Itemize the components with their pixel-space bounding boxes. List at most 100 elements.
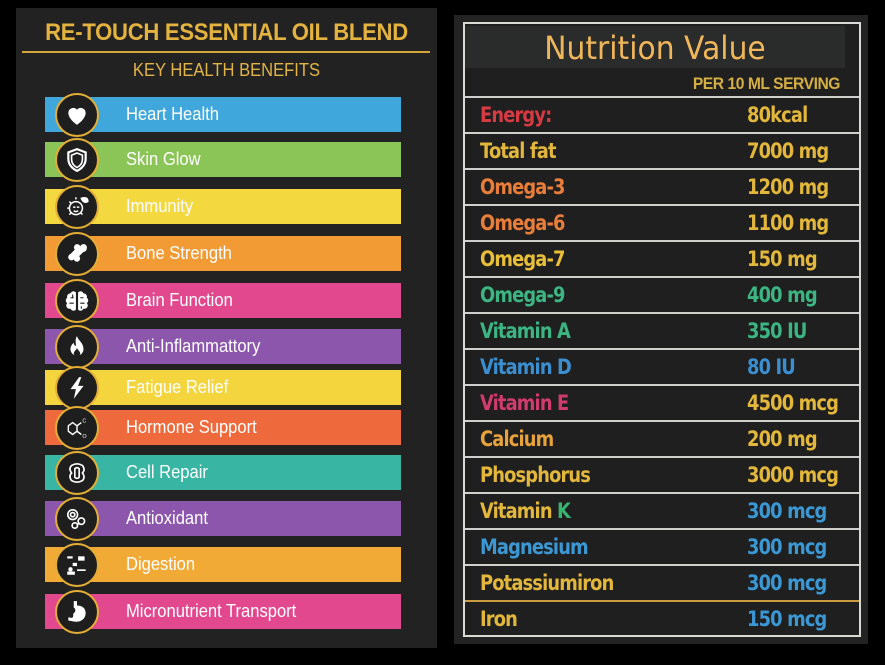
- nutrient-name-suffix: K: [557, 499, 571, 523]
- title-divider: [22, 51, 430, 53]
- nutrient-value: 3000 mcg: [747, 463, 839, 487]
- benefit-item: Digestion: [45, 542, 401, 587]
- benefit-label: Fatigue Relief: [126, 377, 229, 397]
- nutrition-row: Omega-9 400 mg: [465, 276, 859, 312]
- panel-subtitle: KEY HEALTH BENEFITS: [132, 60, 321, 80]
- nutrition-row: Omega-7 150 mg: [465, 240, 859, 276]
- benefit-item: Skin Glow: [45, 137, 401, 182]
- nutrient-value: 300 mcg: [747, 535, 827, 559]
- stomach-icon: [55, 589, 99, 634]
- benefit-label: Antioxidant: [126, 508, 208, 528]
- nutrition-row: Vitamin K 300 mcg: [465, 492, 859, 528]
- nutrient-name-text: Omega-3: [480, 175, 565, 199]
- benefit-bar: [45, 329, 401, 364]
- nutrition-row: Calcium 200 mg: [465, 420, 859, 456]
- nutrition-row: Energy: 80kcal: [465, 96, 859, 132]
- benefit-item: Bone Strength: [45, 231, 401, 276]
- nutrient-value: 150 mg: [747, 247, 818, 271]
- nutrient-name: Omega-3: [480, 170, 565, 204]
- nutrient-name: Vitamin K: [480, 494, 571, 528]
- benefit-item: Anti-Inflammattory: [45, 324, 401, 369]
- benefit-bar: [45, 410, 401, 445]
- nutrient-name-text: Magnesium: [480, 535, 589, 559]
- nutrition-row: Phosphorus 3000 mcg: [465, 456, 859, 492]
- benefit-bar: [45, 501, 401, 536]
- shield-icon: [55, 137, 99, 182]
- benefit-label: Digestion: [126, 554, 196, 574]
- nutrition-row: Magnesium 300 mcg: [465, 528, 859, 564]
- nutrition-title: Nutrition Value: [544, 29, 766, 67]
- nutrient-value: 150 mcg: [747, 607, 827, 631]
- nutrient-name: Vitamin E: [480, 386, 569, 420]
- nutrient-value: 7000 mg: [747, 139, 829, 163]
- serving-size: PER 10 ML SERVING: [692, 74, 841, 93]
- nutrition-table: Nutrition Value PER 10 ML SERVING Energy…: [463, 22, 861, 637]
- nutrient-value: 300 mcg: [747, 571, 827, 595]
- benefit-label: Cell Repair: [126, 462, 208, 482]
- nutrition-row: Omega-3 1200 mg: [465, 168, 859, 204]
- nutrient-name-text: Vitamin E: [480, 391, 569, 415]
- lightning-icon: [55, 365, 99, 410]
- nutrient-value: 200 mg: [747, 427, 818, 451]
- benefit-item: Fatigue Relief: [45, 365, 401, 410]
- benefit-label: Anti-Inflammattory: [126, 336, 261, 356]
- nutrient-value: 1200 mg: [747, 175, 829, 199]
- nutrient-name: Total fat: [480, 134, 557, 168]
- nutrient-name: Magnesium: [480, 530, 589, 564]
- nutrient-name-text: Iron: [480, 607, 518, 631]
- benefit-bar: [45, 594, 401, 629]
- benefit-bar: [45, 236, 401, 271]
- nutrition-row: Vitamin E 4500 mcg: [465, 384, 859, 420]
- nutrient-name-text: Phosphorus: [480, 463, 591, 487]
- benefit-bar: [45, 283, 401, 318]
- benefit-bar: [45, 189, 401, 224]
- nutrient-name: Phosphorus: [480, 458, 591, 492]
- benefit-item: Immunity: [45, 184, 401, 229]
- benefit-item: Brain Function: [45, 278, 401, 323]
- nutrient-value: 400 mg: [747, 283, 818, 307]
- nutrient-name: Vitamin A: [480, 314, 571, 348]
- nutrient-name-text: Energy:: [480, 103, 552, 127]
- nutrient-name-text: Vitamin: [480, 499, 553, 523]
- digestion-flow-icon: [55, 542, 99, 587]
- antioxidant-icon: [55, 496, 99, 541]
- nutrition-row: Iron 150 mcg: [465, 600, 859, 636]
- nutrient-name-text: Omega-9: [480, 283, 565, 307]
- nutrient-name-text: Vitamin A: [480, 319, 571, 343]
- nutrient-name-text: Omega-6: [480, 211, 565, 235]
- benefit-label: Skin Glow: [126, 149, 201, 169]
- benefit-label: Heart Health: [126, 104, 219, 124]
- svg-text:C: C: [82, 418, 86, 424]
- flame-icon: [55, 324, 99, 369]
- sun-face-leaf-icon: [55, 184, 99, 229]
- benefit-label: Immunity: [126, 196, 194, 216]
- nutrient-name: Energy:: [480, 98, 552, 132]
- benefit-item: Antioxidant: [45, 496, 401, 541]
- nutrient-name: Omega-7: [480, 242, 565, 276]
- benefits-panel: RE-TOUCH ESSENTIAL OIL BLEND KEY HEALTH …: [16, 8, 437, 648]
- nutrient-value: 80kcal: [747, 103, 808, 127]
- benefit-bar: [45, 370, 401, 405]
- nutrient-name: Calcium: [480, 422, 554, 456]
- nutrition-panel: Nutrition Value PER 10 ML SERVING Energy…: [454, 15, 868, 644]
- nutrient-value: 1100 mg: [747, 211, 829, 235]
- nutrient-name-text: Calcium: [480, 427, 554, 451]
- nutrient-name: Omega-6: [480, 206, 565, 240]
- benefit-item: Heart Health: [45, 92, 401, 137]
- nutrient-name: Omega-9: [480, 278, 565, 312]
- benefit-label: Bone Strength: [126, 243, 232, 263]
- nutrition-row: Vitamin D 80 IU: [465, 348, 859, 384]
- benefit-label: Brain Function: [126, 290, 233, 310]
- benefit-bar: [45, 97, 401, 132]
- nutrient-value: 80 IU: [747, 355, 796, 379]
- nutrient-value: 4500 mcg: [747, 391, 839, 415]
- cell-icon: [55, 450, 99, 495]
- benefit-bar: [45, 455, 401, 490]
- svg-text:O: O: [82, 433, 86, 439]
- benefit-item: Micronutrient Transport: [45, 589, 401, 634]
- nutrient-name: Vitamin D: [480, 350, 572, 384]
- nutrition-row: Total fat 7000 mg: [465, 132, 859, 168]
- benefit-label: Micronutrient Transport: [126, 601, 297, 621]
- bone-icon: [55, 231, 99, 276]
